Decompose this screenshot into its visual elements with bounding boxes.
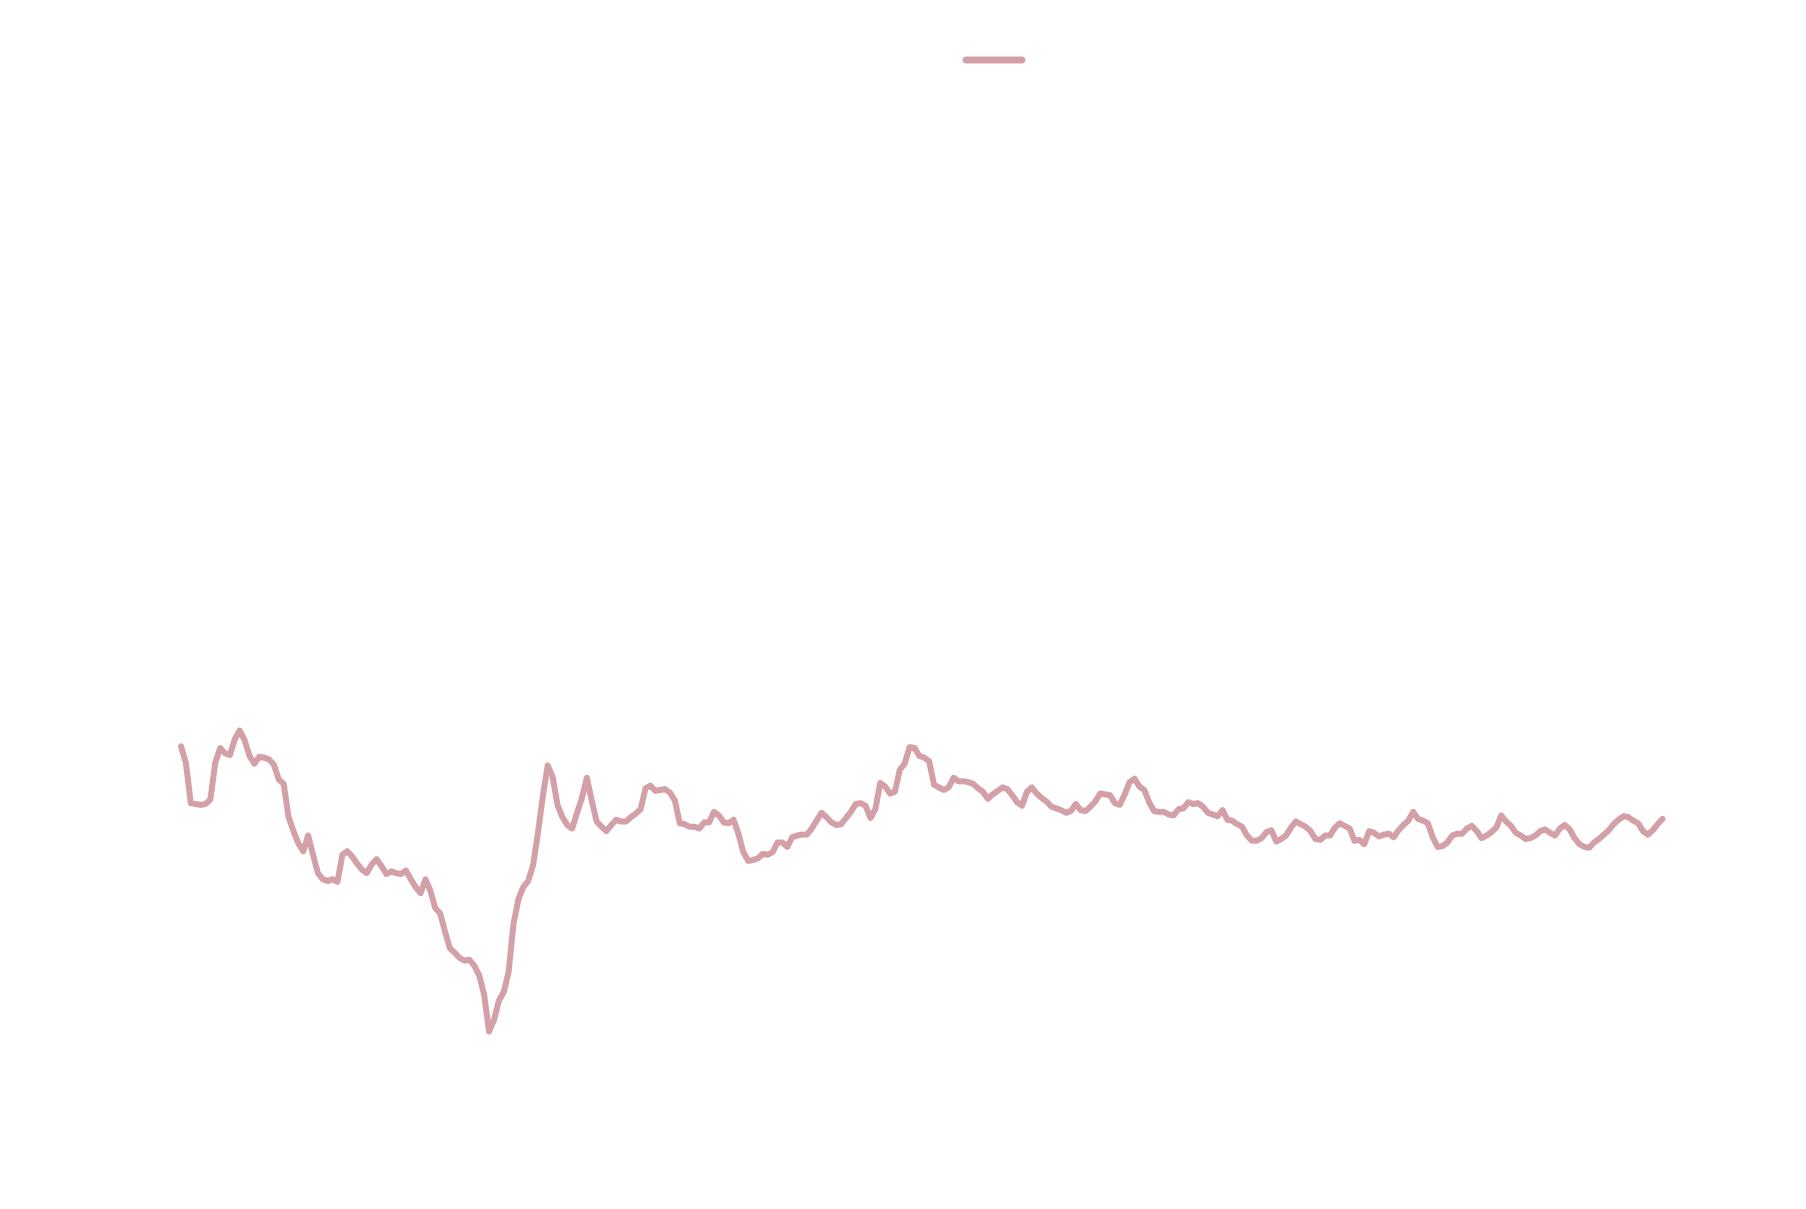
plot-area — [178, 727, 1666, 1035]
series-line-0 — [178, 727, 1666, 1035]
